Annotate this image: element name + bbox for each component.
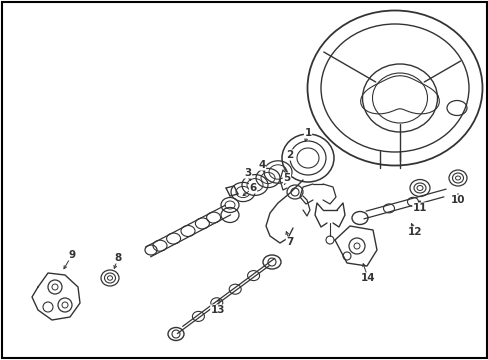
Text: 13: 13 (210, 305, 225, 315)
Text: 8: 8 (114, 253, 122, 263)
Text: 12: 12 (407, 227, 421, 237)
Text: 10: 10 (450, 195, 464, 205)
Text: 9: 9 (68, 250, 76, 260)
Text: 1: 1 (304, 128, 311, 138)
Text: 2: 2 (286, 150, 293, 160)
Text: 11: 11 (412, 203, 427, 213)
Text: 4: 4 (258, 160, 265, 170)
Text: 5: 5 (283, 173, 290, 183)
Text: 14: 14 (360, 273, 375, 283)
Text: 6: 6 (249, 183, 256, 193)
Text: 3: 3 (244, 168, 251, 178)
Text: 7: 7 (286, 237, 293, 247)
